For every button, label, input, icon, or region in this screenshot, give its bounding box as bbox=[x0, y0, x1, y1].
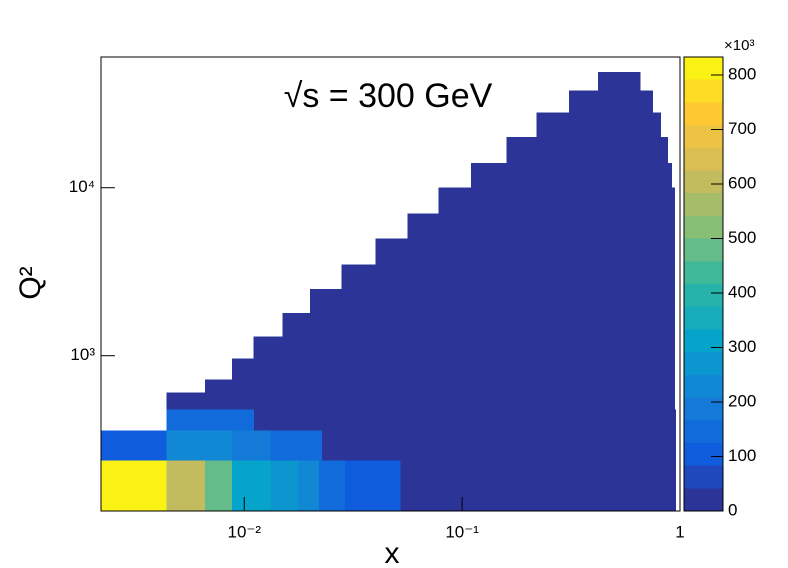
heatmap-cell bbox=[166, 430, 205, 461]
heatmap-cell bbox=[232, 430, 271, 461]
x-tick-label: 10⁻¹ bbox=[445, 522, 479, 541]
heatmap-cell bbox=[166, 392, 676, 410]
heatmap-cell bbox=[341, 264, 676, 289]
colorbar-step bbox=[684, 57, 723, 80]
colorbar-step bbox=[684, 125, 723, 148]
heatmap-cell bbox=[407, 213, 676, 239]
colorbar-tick-label: 200 bbox=[728, 391, 756, 410]
colorbar-tick-label: 700 bbox=[728, 119, 756, 138]
colorbar-step bbox=[684, 215, 723, 239]
heatmap-cell bbox=[536, 112, 662, 138]
colorbar-tick-label: 0 bbox=[728, 500, 737, 519]
x-axis-label: x bbox=[385, 537, 400, 568]
colorbar-step bbox=[684, 397, 723, 421]
colorbar-frame bbox=[683, 56, 724, 512]
heatmap-cell bbox=[309, 288, 676, 313]
heatmap-cells bbox=[101, 71, 677, 511]
heatmap-cell bbox=[318, 460, 346, 511]
heatmap-cell bbox=[270, 430, 323, 461]
colorbar-step bbox=[684, 238, 723, 262]
colorbar-step bbox=[684, 147, 723, 171]
heatmap-cell bbox=[375, 238, 676, 265]
colorbar-tick-label: 500 bbox=[728, 228, 756, 247]
heatmap-cell bbox=[438, 187, 676, 214]
x-tick-label: 10⁻² bbox=[227, 522, 261, 541]
heatmap-cell bbox=[166, 460, 205, 511]
heatmap-cell bbox=[101, 460, 167, 511]
heatmap-cell bbox=[166, 409, 255, 431]
heatmap-cell bbox=[204, 379, 676, 393]
colorbar-step bbox=[684, 352, 723, 375]
heatmap-cell bbox=[253, 336, 676, 359]
colorbar-step bbox=[684, 284, 723, 307]
heatmap-cell bbox=[270, 460, 298, 511]
y-tick-label: 10³ bbox=[70, 345, 95, 364]
colorbar-tick-label: 600 bbox=[728, 173, 756, 192]
colorbar-step bbox=[684, 465, 723, 489]
colorbar-step bbox=[684, 488, 723, 511]
heatmap-cell bbox=[345, 460, 401, 511]
heatmap-cell bbox=[569, 90, 653, 113]
y-tick-label: 10⁴ bbox=[69, 177, 95, 196]
heatmap-cell bbox=[204, 430, 233, 461]
colorbar-tick-label: 300 bbox=[728, 337, 756, 356]
heatmap-cell bbox=[597, 71, 641, 91]
x-tick-label: 1 bbox=[675, 522, 684, 541]
colorbar-step bbox=[684, 102, 723, 126]
colorbar-tick-label: 800 bbox=[728, 64, 756, 83]
colorbar-step bbox=[684, 329, 723, 353]
heatmap-cell bbox=[204, 460, 233, 511]
colorbar-step bbox=[684, 261, 723, 284]
colorbar-step bbox=[684, 374, 723, 398]
colorbar-step bbox=[684, 170, 723, 194]
heatmap-cell bbox=[253, 460, 271, 511]
colorbar-step bbox=[684, 442, 723, 466]
heatmap-cell bbox=[101, 430, 167, 461]
colorbar-tick-label: 400 bbox=[728, 282, 756, 301]
heatmap-cell bbox=[282, 312, 676, 337]
colorbar: 0 100 200 300 400 500 600 700 800 bbox=[683, 56, 756, 519]
colorbar-step bbox=[684, 420, 723, 443]
chart-title: √s = 300 GeV bbox=[284, 77, 493, 115]
colorbar-step bbox=[684, 306, 723, 330]
colorbar-step bbox=[684, 193, 723, 216]
heatmap-cell bbox=[297, 460, 319, 511]
heatmap-cell bbox=[232, 460, 254, 511]
colorbar-step bbox=[684, 79, 723, 103]
heatmap-cell bbox=[322, 430, 677, 461]
heatmap-cell bbox=[254, 409, 677, 431]
axes: 10⁻² 10⁻¹ 1 10³ 10⁴ bbox=[69, 56, 685, 541]
heatmap-cell bbox=[232, 358, 676, 380]
heatmap-cell bbox=[471, 163, 673, 188]
plot-frame bbox=[100, 56, 681, 512]
colorbar-tick-label: 100 bbox=[728, 446, 756, 465]
heatmap-cell bbox=[506, 137, 668, 164]
colorbar-multiplier: ×10³ bbox=[724, 37, 754, 54]
heatmap-cell bbox=[400, 460, 677, 511]
y-axis-label: Q² bbox=[14, 266, 47, 299]
